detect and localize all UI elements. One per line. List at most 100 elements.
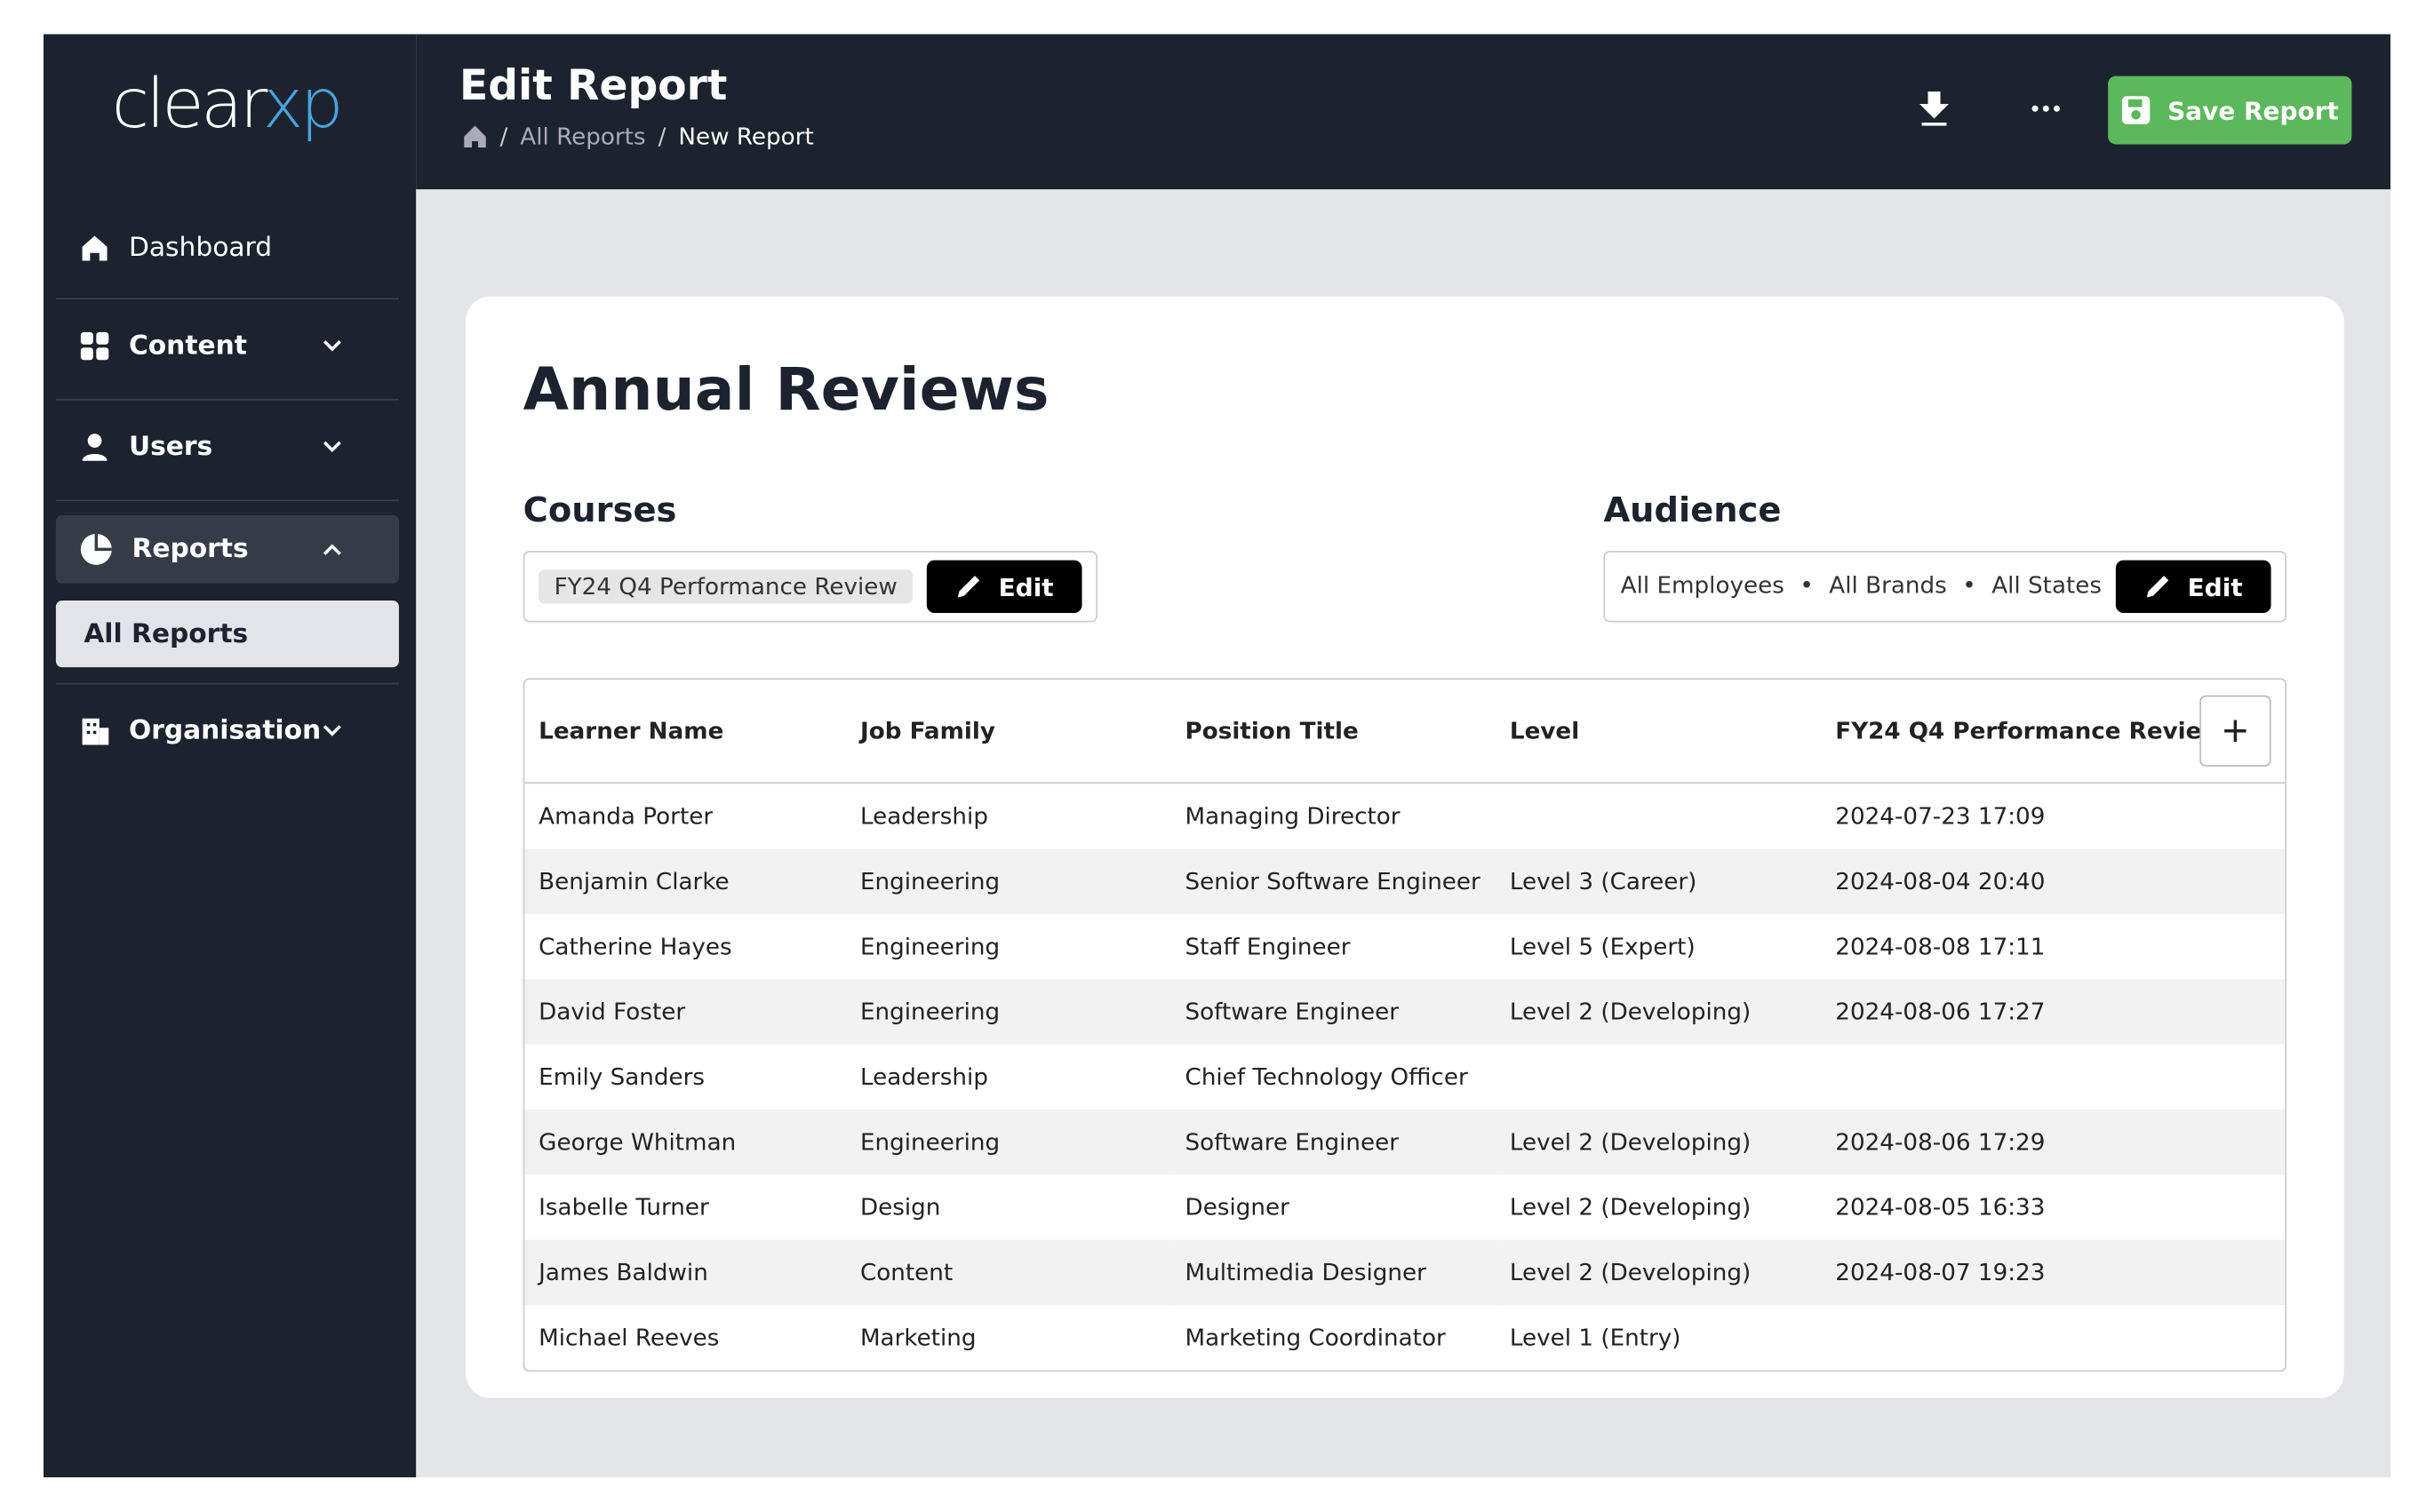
cell: Amanda Porter xyxy=(539,802,714,831)
cell: Software Engineer xyxy=(1170,979,1496,1045)
nav-label: Users xyxy=(128,431,213,463)
nav-label: All Reports xyxy=(84,618,249,650)
app: clearxp Dashboard Content Users Reports … xyxy=(43,34,2391,1477)
table-row: Emily Sanders Leadership Chief Technology … xyxy=(524,1045,2285,1110)
nav-organisation[interactable]: Organisation xyxy=(56,696,399,765)
nav-content[interactable]: Content xyxy=(56,312,399,380)
add-column-button[interactable] xyxy=(2199,695,2271,767)
section-heading: Audience xyxy=(1603,491,1782,531)
cell: Engineering xyxy=(846,848,1171,914)
cell: Staff Engineer xyxy=(1185,932,1351,961)
table-row: James Baldwin Content Multimedia Designer L… xyxy=(524,1239,2286,1306)
nav-label: Organisation xyxy=(128,715,322,747)
audience-box: All Employees • All Brands • All States Edit xyxy=(1603,551,2287,623)
edit-button[interactable]: Edit xyxy=(926,560,1082,613)
cell xyxy=(1822,1045,2286,1110)
cell: Engineering xyxy=(846,979,1171,1045)
breadcrumbs: / All Reports / New Report xyxy=(463,123,814,150)
header-row: Learner Name Job Family Position Title Leve… xyxy=(524,680,2286,784)
column-header: Level xyxy=(1496,680,1822,784)
cell xyxy=(1496,1045,1821,1110)
cell: Level 1 (Entry) xyxy=(1509,1324,1681,1352)
cell: Level 5 (Expert) xyxy=(1509,932,1696,961)
course-chip: FY24 Q4 Performance Review xyxy=(539,569,914,604)
table-row: Michael Reeves Marketing Marketing Coordin… xyxy=(524,1305,2285,1370)
section-heading: Courses xyxy=(523,491,677,531)
table-row: David Foster Engineering Software Engineer… xyxy=(524,979,2286,1045)
cell: Emily Sanders xyxy=(539,1062,706,1092)
cell: Leadership xyxy=(859,1062,988,1092)
breadcrumb-link[interactable]: All Reports xyxy=(520,122,646,151)
divider xyxy=(55,499,399,502)
nav-label: Reports xyxy=(132,533,249,565)
cell: Chief Technology Officer xyxy=(1185,1062,1468,1092)
cell: Design xyxy=(859,1193,941,1222)
header: Edit Report / All Reports / New Report Sav… xyxy=(416,34,2391,190)
nav-all-reports[interactable]: All Reports xyxy=(55,601,399,668)
save-button[interactable]: Save Report xyxy=(2108,76,2352,145)
divider xyxy=(55,298,399,300)
breadcrumb-current: New Report xyxy=(678,122,814,151)
filter: All States xyxy=(1991,570,2103,600)
cell: 2024-08-08 17:11 xyxy=(1835,932,2046,961)
cell: Michael Reeves xyxy=(539,1324,720,1352)
cell: 2024-07-23 17:09 xyxy=(1835,802,2046,831)
cell: 2024-08-06 17:29 xyxy=(1821,1109,2286,1175)
divider xyxy=(55,398,399,401)
cell: 2024-08-06 17:27 xyxy=(1821,979,2286,1045)
cell: Marketing xyxy=(859,1324,977,1352)
nav-label: Dashboard xyxy=(128,233,273,264)
cell: Marketing Coordinator xyxy=(1185,1324,1446,1352)
cell: 2024-08-07 19:23 xyxy=(1821,1239,2286,1306)
report-title: Annual Reviews xyxy=(523,355,1049,424)
more-icon[interactable] xyxy=(2031,102,2062,115)
cell: Leadership xyxy=(859,802,988,831)
table-row: Amanda Porter Leadership Managing Director… xyxy=(524,783,2285,848)
column-header: Learner Name xyxy=(524,680,847,784)
nav-users[interactable]: Users xyxy=(56,413,399,481)
cell: Level 2 (Developing) xyxy=(1496,1239,1822,1306)
table-row: Isabelle Turner Design Designer Level 2 (De… xyxy=(524,1174,2285,1239)
page-title: Edit Report xyxy=(459,61,728,111)
courses-box: FY24 Q4 Performance Review Edit xyxy=(523,551,1097,623)
button-label: Edit xyxy=(998,571,1054,601)
cell: Designer xyxy=(1185,1193,1289,1222)
home-icon[interactable] xyxy=(463,124,488,149)
filter: All Brands xyxy=(1829,570,1947,600)
cell: James Baldwin xyxy=(524,1239,847,1306)
cell: Isabelle Turner xyxy=(539,1193,709,1222)
cell: Catherine Hayes xyxy=(539,932,732,961)
table: Learner Name Job Family Position Title Leve… xyxy=(524,680,2286,1370)
cell: 2024-08-05 16:33 xyxy=(1835,1193,2046,1222)
cell: Benjamin Clarke xyxy=(524,848,847,914)
cell xyxy=(1822,1305,2286,1370)
logo: clearxp xyxy=(111,65,344,145)
table-row: George Whitman Engineering Software Engine… xyxy=(524,1109,2286,1175)
cell: Level 2 (Developing) xyxy=(1509,1193,1752,1222)
nav-reports[interactable]: Reports xyxy=(55,514,399,584)
logo-accent: xp xyxy=(262,65,344,145)
download-icon[interactable] xyxy=(1919,92,1950,129)
cell: George Whitman xyxy=(524,1109,847,1175)
logo-text: clear xyxy=(111,65,267,145)
report-card: Annual Reviews Courses FY24 Q4 Performan… xyxy=(466,296,2344,1398)
column-header: Job Family xyxy=(846,680,1171,784)
cell: Multimedia Designer xyxy=(1170,1239,1496,1306)
cell: Level 2 (Developing) xyxy=(1496,1109,1822,1175)
report-table: Learner Name Job Family Position Title Leve… xyxy=(523,678,2287,1373)
cell xyxy=(1496,783,1821,848)
audience-filters: All Employees • All Brands • All States xyxy=(1620,570,2103,600)
edit-button[interactable]: Edit xyxy=(2115,560,2271,613)
cell: Engineering xyxy=(859,932,1001,961)
nav-label: Content xyxy=(128,330,248,362)
cell: David Foster xyxy=(524,979,847,1045)
cell: Engineering xyxy=(846,1109,1171,1175)
nav-dashboard[interactable]: Dashboard xyxy=(56,214,399,283)
column-header: Position Title xyxy=(1170,680,1496,784)
button-label: Save Report xyxy=(2167,95,2339,125)
button-label: Edit xyxy=(2187,571,2243,601)
table-row: Benjamin Clarke Engineering Senior Softwar… xyxy=(524,848,2286,914)
cell: Content xyxy=(846,1239,1171,1306)
